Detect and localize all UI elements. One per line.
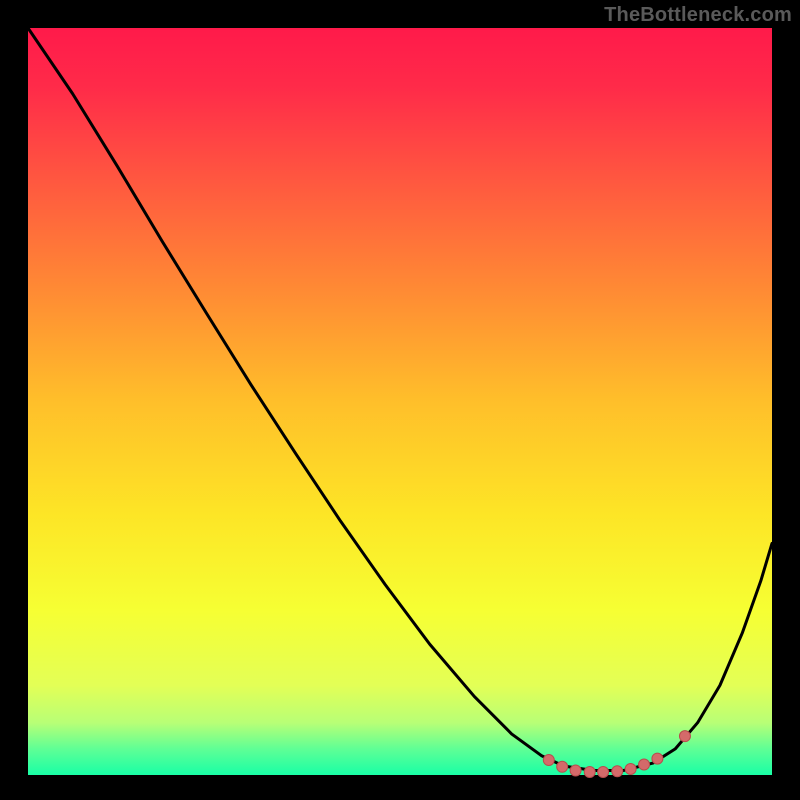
marker-dot	[598, 767, 609, 778]
chart-frame: TheBottleneck.com	[0, 0, 800, 800]
marker-dot	[612, 766, 623, 777]
gradient-background	[28, 28, 772, 775]
marker-dot	[557, 761, 568, 772]
attribution-text: TheBottleneck.com	[604, 4, 792, 27]
marker-dot	[639, 759, 650, 770]
marker-dot	[679, 731, 690, 742]
marker-dot	[543, 755, 554, 766]
marker-dot	[584, 767, 595, 778]
marker-dot	[570, 765, 581, 776]
bottleneck-curve-chart	[0, 0, 800, 800]
marker-dot	[625, 764, 636, 775]
marker-dot	[652, 753, 663, 764]
